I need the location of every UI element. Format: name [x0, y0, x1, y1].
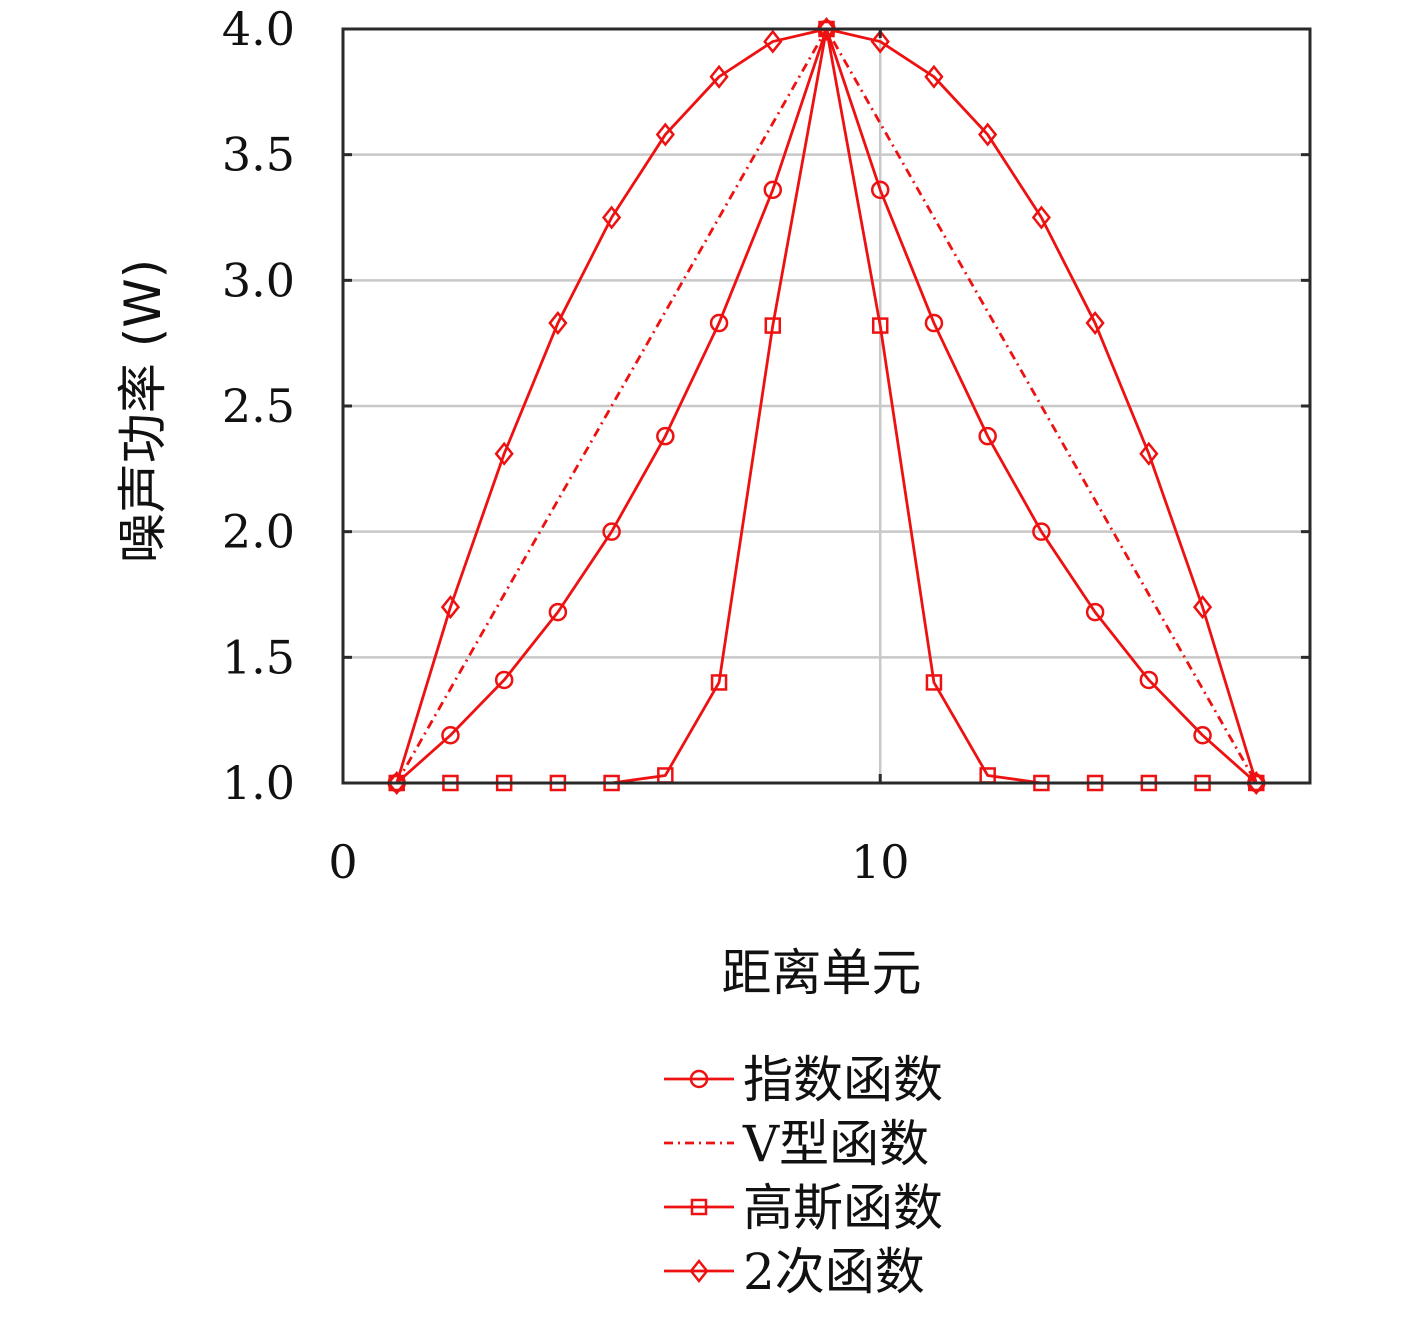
legend-label: V型函数	[742, 1115, 929, 1173]
data-point	[548, 602, 568, 622]
x-tick-label: 10	[851, 835, 910, 889]
legend-marker	[690, 1198, 708, 1216]
data-point	[871, 317, 889, 334]
data-point	[870, 180, 890, 200]
data-point	[925, 674, 943, 691]
data-point	[1085, 311, 1105, 336]
data-point	[709, 64, 729, 89]
x-tick-label: 0	[328, 835, 357, 889]
data-point	[816, 16, 837, 42]
data-point	[978, 426, 997, 446]
grid	[341, 27, 1310, 785]
legend-label: 2次函数	[743, 1243, 925, 1301]
legend-item: 2次函数	[664, 1243, 925, 1301]
data-point	[763, 29, 783, 54]
legend-marker	[689, 1258, 709, 1284]
y-tick-label: 3.0	[222, 253, 295, 307]
data-point	[494, 441, 514, 466]
legend-item: V型函数	[664, 1115, 929, 1173]
y-axis-title: 噪声功率 (W)	[114, 259, 172, 563]
data-point	[924, 313, 944, 333]
y-tick-label: 4.0	[222, 2, 295, 56]
data-point	[1246, 770, 1266, 796]
data-point	[1085, 602, 1105, 622]
data-point	[387, 770, 407, 796]
legend-marker	[689, 1069, 709, 1089]
data-point	[1193, 725, 1212, 745]
data-point	[1139, 441, 1159, 466]
y-tick-label: 2.0	[222, 505, 295, 559]
data-point	[440, 595, 461, 620]
y-tick-label: 2.5	[222, 379, 295, 433]
data-point	[764, 317, 782, 334]
data-point	[709, 313, 729, 333]
data-point	[1139, 670, 1159, 690]
data-point	[548, 311, 568, 336]
data-point	[1192, 595, 1213, 620]
data-point	[710, 674, 728, 691]
y-tick-label: 1.0	[222, 756, 295, 810]
data-point	[494, 670, 514, 690]
legend-label: 高斯函数	[743, 1179, 943, 1237]
data-point	[1032, 522, 1051, 541]
data-point	[870, 29, 890, 54]
data-point	[978, 122, 998, 147]
data-point	[602, 522, 621, 541]
data-point	[924, 64, 944, 89]
legend-label: 指数函数	[743, 1051, 943, 1109]
data-point	[655, 122, 675, 147]
data-point	[656, 426, 675, 446]
ticks: 1.0 1.5 2.0 2.5 3.0 3.5 4.0 0 10	[222, 2, 1310, 889]
y-tick-label: 3.5	[222, 128, 295, 182]
legend-item: 高斯函数	[664, 1179, 943, 1237]
legend-item: 指数函数	[664, 1051, 943, 1109]
data-point	[763, 180, 783, 200]
data-point	[1031, 205, 1051, 230]
x-axis-title: 距离单元	[722, 944, 922, 1002]
data-point	[441, 725, 460, 745]
y-tick-label: 1.5	[222, 630, 295, 684]
data-point	[602, 205, 622, 230]
